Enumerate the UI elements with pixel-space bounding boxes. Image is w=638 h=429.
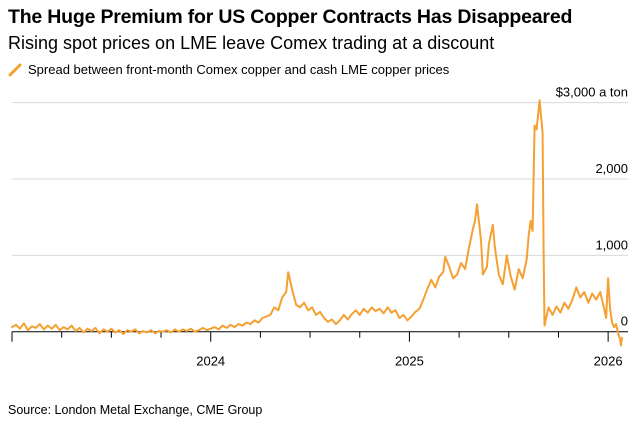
grid	[12, 102, 628, 256]
series-line-0	[11, 99, 623, 347]
y-tick-label: 1,000	[595, 237, 628, 252]
legend-swatch	[8, 63, 22, 77]
x-tick-label: 2025	[395, 354, 424, 369]
x-axis: 2024 2025 2026	[11, 331, 628, 369]
y-axis: $3,000 a ton 2,000 1,000 0	[556, 85, 628, 329]
y-tick-label: 2,000	[595, 161, 628, 176]
source-note: Source: London Metal Exchange, CME Group	[8, 403, 263, 417]
series-layer	[11, 99, 623, 347]
x-tick-label: 2026	[594, 354, 623, 369]
legend-label: Spread between front-month Comex copper …	[28, 62, 450, 77]
y-tick-label: $3,000 a ton	[556, 85, 628, 100]
legend: Spread between front-month Comex copper …	[8, 62, 449, 77]
chart-title: The Huge Premium for US Copper Contracts…	[8, 6, 573, 28]
y-tick-label: 0	[621, 314, 628, 329]
chart-subtitle: Rising spot prices on LME leave Comex tr…	[8, 33, 495, 53]
x-tick-label: 2024	[196, 354, 225, 369]
